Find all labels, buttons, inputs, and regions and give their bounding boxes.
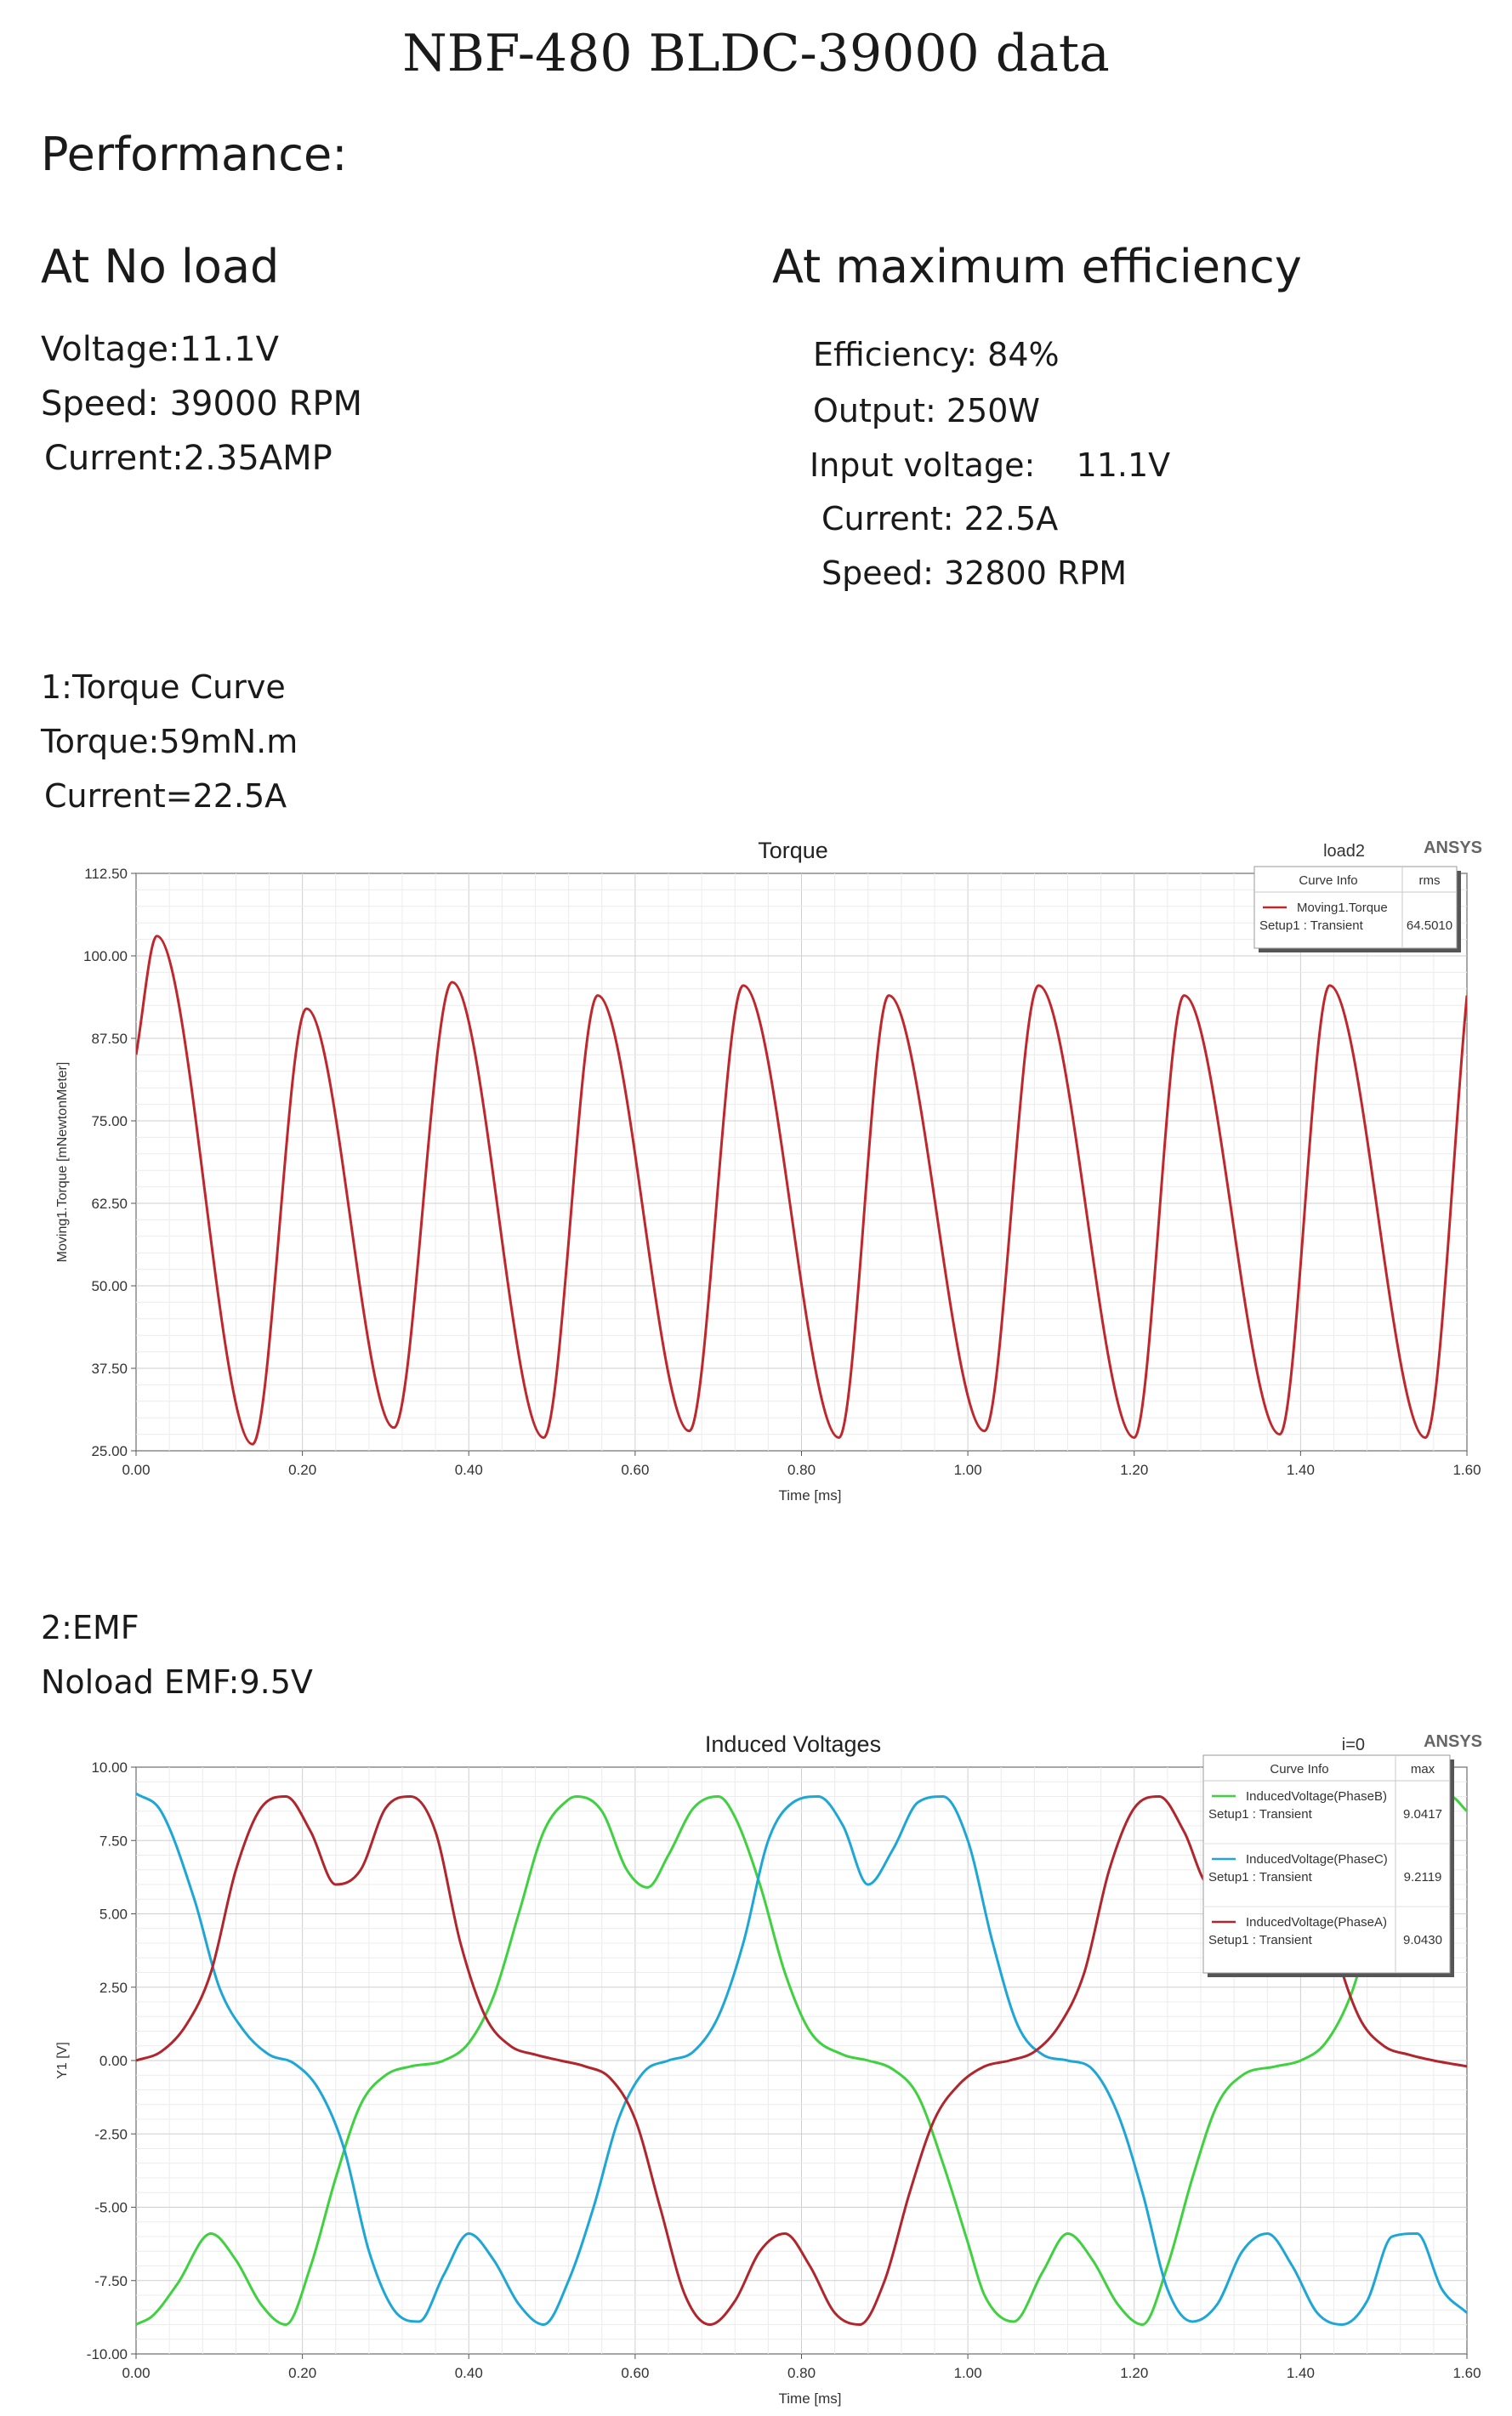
y-tick-label: 75.00 [91,1113,128,1129]
x-tick-label: 1.20 [1120,2365,1148,2381]
maxeff-input-voltage: Input voltage: 11.1V [810,446,1171,484]
x-tick-label: 1.00 [954,1462,982,1478]
x-tick-label: 1.60 [1452,2365,1481,2381]
y-tick-label: 10.00 [91,1759,128,1776]
torque-current: Current=22.5A [44,777,287,815]
torque-chart: 0.00 0.20 0.40 0.60 0.80 1.00 1.20 1.40 1.60 25.0… [55,838,1482,1504]
legend-setup: Setup1 : Transient [1208,1807,1313,1822]
x-tick-label: 1.00 [954,2365,982,2381]
y-tick-label: 100.00 [83,948,128,964]
legend-header-value: rms [1419,873,1441,888]
maxeff-current: Current: 22.5A [821,500,1059,537]
y-tick-label: 2.50 [99,1980,128,1996]
legend-series-name: InducedVoltage(PhaseC) [1246,1852,1388,1867]
chart-corner-label: i=0 [1342,1736,1365,1754]
x-tick-label: 1.40 [1287,1462,1315,1478]
y-tick-label: 0.00 [99,2053,128,2069]
x-tick-label: 0.00 [122,1462,150,1478]
ansys-brand: ANSYS [1424,838,1482,857]
legend-value: 9.2119 [1404,1870,1442,1884]
legend-header-info: Curve Info [1299,873,1357,888]
grid [136,873,1467,1451]
y-tick-label: 37.50 [91,1361,128,1377]
legend-setup: Setup1 : Transient [1259,918,1364,933]
chart-corner-label: load2 [1323,842,1365,861]
x-tick-label: 1.20 [1120,1462,1148,1478]
x-tick-label: 0.40 [455,1462,483,1478]
x-tick-label: 0.60 [621,2365,649,2381]
x-tick-label: 0.40 [455,2365,483,2381]
induced-voltages-chart: 0.00 0.20 0.40 0.60 0.80 1.00 1.20 1.40 1.60 -10.… [55,1731,1482,2407]
legend-box [1202,1754,1451,1974]
legend-header-value: max [1411,1762,1435,1776]
ansys-brand: ANSYS [1424,1732,1482,1751]
y-axis-label: Moving1.Torque [mNewtonMeter] [55,1062,70,1263]
legend-box [1253,866,1458,949]
noload-heading: At No load [41,240,280,293]
y-axis-label: Y1 [V] [55,2042,70,2079]
legend-setup: Setup1 : Transient [1208,1870,1313,1884]
noload-current: Current:2.35AMP [44,439,333,478]
legend-header-info: Curve Info [1270,1762,1328,1776]
legend: Curve Info rms Moving1.Torque Setup1 : Tran… [1253,866,1458,949]
y-tick-label: 50.00 [91,1278,128,1294]
legend-value: 9.0417 [1403,1807,1442,1822]
y-tick-label: 5.00 [99,1907,128,1923]
y-tick-label: -10.00 [87,2346,128,2362]
x-tick-label: 0.80 [787,1462,816,1478]
torque-value: Torque:59mN.m [41,723,298,760]
x-tick-label: 0.20 [288,2365,316,2381]
maxeff-speed: Speed: 32800 RPM [821,554,1128,592]
y-tick-label: 7.50 [99,1833,128,1849]
y-tick-label: 87.50 [91,1031,128,1047]
y-tick-label: -7.50 [94,2273,128,2289]
legend-value: 64.5010 [1407,918,1452,933]
legend-series-name: InducedVoltage(PhaseA) [1246,1915,1387,1930]
series-line-moving1-torque [136,935,1467,1446]
series-line-inducedvoltage-phasec [136,1792,1467,2327]
chart-title: Torque [758,838,828,863]
chart-title: Induced Voltages [705,1731,881,1757]
series-line-inducedvoltage-phaseb [136,1794,1467,2327]
document-title: NBF-480 BLDC-39000 data [402,24,1110,83]
torque-section-title: 1:Torque Curve [41,668,286,706]
performance-heading: Performance: [41,128,348,181]
x-tick-label: 0.20 [288,1462,316,1478]
y-tick-label: -2.50 [94,2126,128,2142]
maxeff-heading: At maximum efficiency [772,240,1302,293]
y-tick-label: -5.00 [94,2200,128,2216]
legend-series-name: Moving1.Torque [1297,901,1388,915]
x-tick-label: 1.40 [1287,2365,1315,2381]
x-tick-label: 0.80 [787,2365,816,2381]
x-tick-label: 0.60 [621,1462,649,1478]
x-tick-label: 0.00 [122,2365,150,2381]
noload-voltage: Voltage:11.1V [41,330,279,369]
emf-value: Noload EMF:9.5V [41,1663,313,1701]
y-tick-label: 62.50 [91,1196,128,1212]
noload-speed: Speed: 39000 RPM [41,384,362,424]
y-tick-label: 25.00 [91,1443,128,1459]
legend-setup: Setup1 : Transient [1208,1933,1313,1947]
legend-series-name: InducedVoltage(PhaseB) [1246,1789,1387,1804]
x-axis-label: Time [ms] [779,2390,842,2407]
maxeff-output: Output: 250W [813,392,1040,429]
y-tick-label: 112.50 [84,866,128,882]
x-tick-label: 1.60 [1452,1462,1481,1478]
maxeff-efficiency: Efficiency: 84% [813,336,1060,373]
emf-section-title: 2:EMF [41,1609,139,1646]
legend-value: 9.0430 [1403,1933,1442,1947]
x-axis-label: Time [ms] [779,1487,842,1504]
legend: Curve Info max InducedVoltage(PhaseB) Setup… [1202,1754,1451,1974]
